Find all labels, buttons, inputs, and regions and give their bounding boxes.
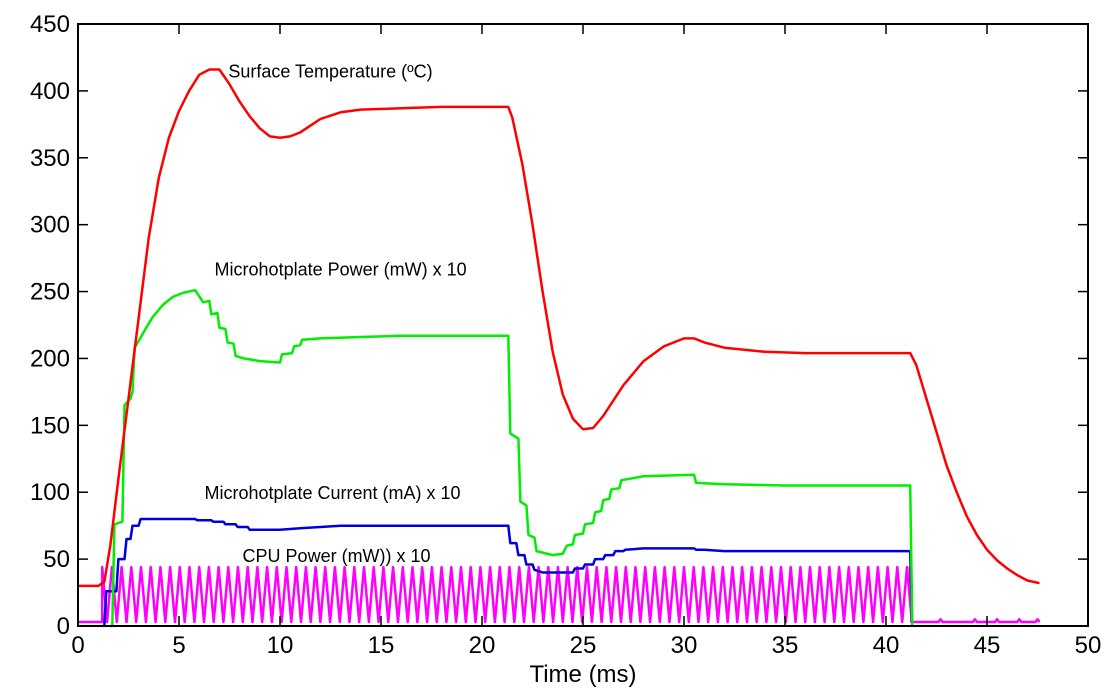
y-tick-label-3: 150 <box>30 412 70 439</box>
ticks-layer: 0 5 10 15 20 25 30 35 40 45 50 0 50 100 150 200 250 300 35… <box>30 11 1101 659</box>
x-tick-label-9: 45 <box>974 632 1001 659</box>
series-line-1 <box>110 288 914 628</box>
x-axis-title: Time (ms) <box>529 661 636 688</box>
y-tick-label-1: 50 <box>43 546 70 573</box>
series-line-0 <box>78 68 1040 588</box>
x-tick-label-6: 30 <box>671 632 698 659</box>
y-tick-label-4: 200 <box>30 345 70 372</box>
x-tick-label-8: 40 <box>873 632 900 659</box>
y-tick-label-9: 450 <box>30 11 70 38</box>
y-tick-label-0: 0 <box>57 613 70 640</box>
annotation-0: Surface Temperature (ºC) <box>228 62 432 82</box>
x-tick-label-5: 25 <box>570 632 597 659</box>
x-tick-label-4: 20 <box>469 632 496 659</box>
plot-frame <box>77 23 1089 627</box>
x-tick-label-7: 35 <box>772 632 799 659</box>
annotation-layer: Surface Temperature (ºC) Microhotplate Po… <box>204 62 466 566</box>
x-tick-label-0: 0 <box>71 632 84 659</box>
y-tick-label-2: 100 <box>30 479 70 506</box>
y-tick-label-7: 350 <box>30 145 70 172</box>
y-tick-label-6: 300 <box>30 212 70 239</box>
series-line-2 <box>103 517 914 627</box>
annotation-1: Microhotplate Power (mW) x 10 <box>215 260 467 280</box>
y-tick-label-8: 400 <box>30 78 70 105</box>
x-tick-label-1: 5 <box>172 632 185 659</box>
series-line-3 <box>78 565 1041 624</box>
annotation-3: CPU Power (mW)) x 10 <box>243 546 431 566</box>
x-tick-label-2: 10 <box>267 632 294 659</box>
x-tick-label-10: 50 <box>1075 632 1102 659</box>
y-tick-label-5: 250 <box>30 279 70 306</box>
annotation-2: Microhotplate Current (mA) x 10 <box>204 483 460 503</box>
series-layer <box>78 68 1041 628</box>
x-tick-label-3: 15 <box>368 632 395 659</box>
